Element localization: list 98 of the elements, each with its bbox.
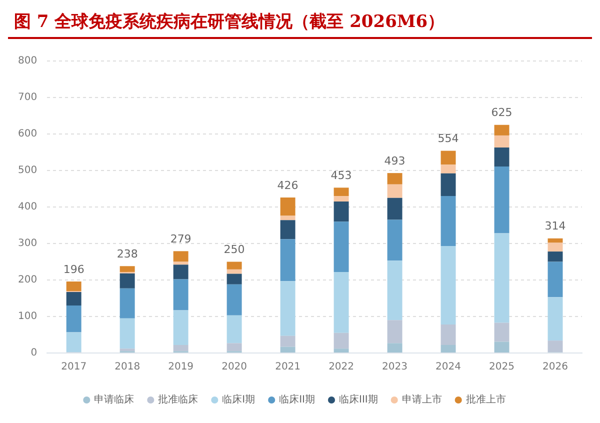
legend-label: 临床III期	[339, 394, 378, 406]
bar	[387, 198, 402, 220]
x-tick-label: 2021	[275, 362, 301, 373]
bar	[494, 135, 510, 148]
x-tick-label: 2026	[542, 362, 568, 373]
bar	[120, 348, 135, 352]
bar	[387, 343, 402, 352]
bar	[66, 292, 82, 306]
bar	[280, 216, 296, 220]
bar	[226, 274, 242, 284]
bar	[387, 184, 402, 198]
bar	[494, 124, 510, 136]
total-label: 250	[224, 243, 245, 256]
y-tick-label: 100	[18, 311, 38, 322]
bar	[548, 297, 563, 341]
bar	[226, 315, 242, 344]
bar	[173, 310, 188, 345]
x-tick-label: 2020	[222, 362, 248, 373]
bar	[334, 272, 349, 333]
bar	[548, 242, 563, 252]
bar	[334, 188, 349, 196]
bar	[173, 344, 188, 352]
x-tick-label: 2022	[328, 362, 354, 373]
bar	[120, 288, 135, 318]
bar	[280, 239, 296, 282]
total-label: 453	[330, 169, 352, 182]
y-tick-label: 500	[18, 165, 38, 176]
total-label: 238	[116, 247, 138, 260]
bar	[226, 269, 242, 274]
bar	[66, 332, 82, 352]
bar	[494, 322, 510, 342]
bar	[440, 196, 456, 246]
bar	[226, 262, 242, 270]
y-tick-label: 400	[18, 202, 38, 213]
bar	[440, 150, 456, 165]
legend-label: 批准临床	[158, 394, 198, 406]
x-tick-label: 2019	[168, 362, 194, 373]
legend-label: 申请临床	[94, 394, 134, 406]
total-label: 554	[438, 132, 459, 146]
y-tick-label: 700	[18, 92, 38, 104]
legend-label: 批准上市	[466, 394, 506, 406]
bar	[440, 344, 456, 352]
bar	[548, 262, 563, 298]
bar	[440, 164, 456, 174]
total-label: 196	[63, 262, 84, 276]
bar	[120, 273, 135, 288]
total-label: 314	[544, 220, 566, 233]
bar	[280, 198, 296, 216]
x-tick-label: 2018	[114, 362, 140, 373]
y-tick-label: 800	[18, 56, 38, 67]
bar	[334, 332, 349, 349]
bar	[280, 220, 296, 240]
x-tick-label: 2024	[436, 362, 461, 373]
bar	[226, 284, 242, 316]
legend-label: 申请上市	[402, 394, 442, 406]
bar	[440, 246, 456, 325]
bar	[548, 340, 563, 352]
chart-title: 图 7 全球免疫系统疾病在研管线情况（截至 2026M6）	[8, 8, 592, 39]
bar	[173, 251, 188, 262]
bar	[280, 281, 296, 336]
bar	[280, 336, 296, 347]
total-label: 625	[491, 106, 512, 120]
bar	[120, 318, 135, 349]
y-tick-label: 200	[18, 274, 38, 286]
bar	[173, 264, 188, 280]
y-tick-label: 0	[30, 348, 38, 359]
bar	[494, 148, 510, 166]
legend-label: 临床II期	[279, 394, 316, 406]
bar	[387, 260, 402, 320]
total-label: 279	[170, 232, 192, 246]
bar	[548, 252, 563, 262]
bar	[334, 348, 349, 352]
bar	[334, 196, 349, 202]
bar	[387, 173, 402, 184]
bar	[334, 222, 349, 272]
bar	[387, 320, 402, 344]
bar	[334, 202, 349, 222]
total-label: 426	[277, 178, 298, 192]
bar	[440, 324, 456, 345]
x-tick-label: 2023	[382, 362, 408, 373]
bar	[66, 306, 82, 332]
y-tick-label: 600	[18, 128, 38, 140]
total-label: 493	[384, 154, 406, 168]
bar	[440, 173, 456, 196]
bar	[280, 346, 296, 352]
bar	[173, 279, 188, 310]
bar	[494, 342, 510, 352]
bar	[494, 166, 510, 234]
bar	[120, 266, 135, 272]
bar	[66, 281, 82, 291]
bar	[494, 233, 510, 323]
bar	[387, 220, 402, 261]
x-tick-label: 2017	[61, 362, 87, 373]
x-tick-label: 2025	[489, 362, 514, 373]
y-tick-label: 300	[18, 238, 38, 250]
legend-label: 临床I期	[222, 394, 256, 406]
bar	[226, 343, 242, 352]
bar	[548, 238, 563, 243]
